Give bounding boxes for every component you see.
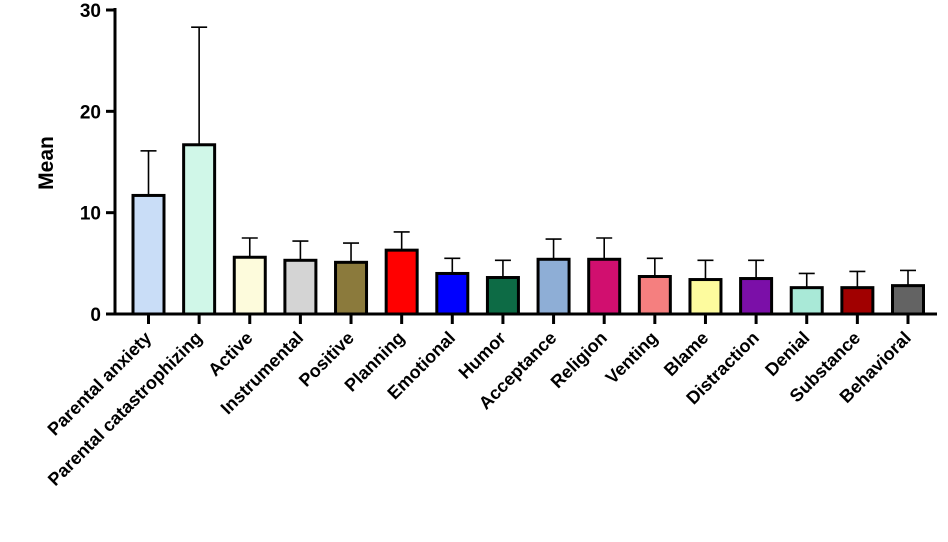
bar	[739, 277, 774, 316]
error-bar	[798, 272, 815, 288]
error-bar	[241, 237, 258, 258]
error-bar	[596, 237, 613, 260]
bar	[384, 248, 419, 316]
bar	[131, 193, 166, 316]
error-bar	[343, 242, 360, 263]
bar	[891, 284, 925, 316]
x-tick-label: Venting	[602, 328, 662, 388]
error-bar	[545, 238, 562, 260]
error-bar	[748, 259, 765, 279]
error-bar	[393, 231, 410, 251]
error-bar	[191, 26, 208, 145]
bar	[536, 257, 571, 316]
error-bar	[140, 150, 157, 196]
bar	[334, 260, 369, 316]
bars	[131, 143, 925, 316]
bar	[182, 143, 217, 316]
error-bars	[140, 26, 916, 288]
error-bar	[900, 269, 916, 286]
y-axis-title: Mean	[35, 136, 58, 190]
bar	[840, 286, 875, 316]
error-bar	[494, 259, 511, 278]
error-bar	[697, 259, 714, 280]
bar	[232, 255, 267, 316]
bar	[485, 276, 520, 316]
error-bar	[444, 257, 461, 274]
x-tick-label: Religion	[547, 328, 611, 392]
error-bar	[292, 240, 309, 261]
error-bar	[646, 257, 663, 277]
y-axis-ticks: 0 10 20 30	[80, 1, 115, 326]
bar	[435, 271, 470, 316]
bar	[789, 286, 824, 316]
y-tick-label: 0	[90, 305, 101, 326]
bar	[587, 257, 622, 316]
bar	[637, 275, 672, 316]
y-tick-label: 10	[80, 204, 101, 225]
bar	[283, 258, 318, 316]
bar	[688, 278, 723, 316]
y-tick-label: 30	[80, 1, 101, 22]
error-bar	[849, 270, 866, 288]
x-axis-ticks	[147, 314, 910, 324]
y-tick-label: 20	[80, 102, 101, 123]
